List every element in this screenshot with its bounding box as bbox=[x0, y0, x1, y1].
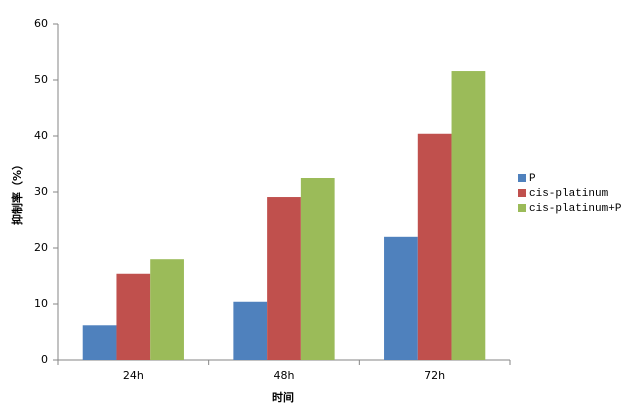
bar bbox=[150, 259, 184, 360]
y-axis-title: 抑制率（%） bbox=[10, 159, 24, 225]
legend-label: cis-platinum bbox=[529, 188, 609, 200]
y-tick-label: 20 bbox=[34, 241, 48, 254]
y-tick-label: 10 bbox=[34, 297, 48, 310]
bar bbox=[300, 178, 335, 360]
y-tick-label: 60 bbox=[34, 17, 48, 30]
legend-swatch bbox=[518, 189, 526, 197]
bar bbox=[417, 133, 452, 360]
legend-swatch bbox=[518, 204, 526, 212]
bar bbox=[82, 325, 117, 360]
legend-label: P bbox=[529, 173, 536, 185]
x-tick-label: 48h bbox=[274, 369, 295, 382]
x-tick-label: 24h bbox=[123, 369, 144, 382]
bar bbox=[384, 236, 418, 360]
bar bbox=[116, 273, 151, 360]
bar bbox=[233, 301, 268, 360]
bar bbox=[451, 71, 486, 360]
y-tick-label: 50 bbox=[34, 73, 48, 86]
y-tick-label: 30 bbox=[34, 185, 48, 198]
legend-label: cis-platinum+P bbox=[529, 203, 622, 215]
legend-swatch bbox=[518, 174, 526, 182]
x-axis-title: 时间 bbox=[272, 390, 294, 404]
y-tick-label: 0 bbox=[41, 353, 48, 366]
x-tick-label: 72h bbox=[424, 369, 445, 382]
bar bbox=[267, 197, 301, 360]
y-tick-label: 40 bbox=[34, 129, 48, 142]
